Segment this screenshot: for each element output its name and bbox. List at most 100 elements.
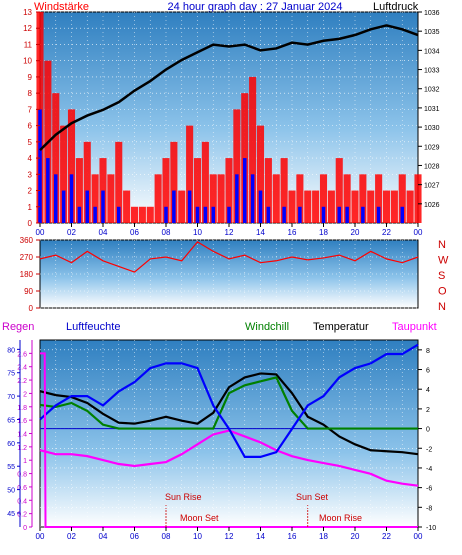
wind-gust-bar [138, 206, 146, 223]
wind-gust-bar [319, 174, 328, 223]
x-axis-tick-label: 10 [193, 532, 202, 541]
x-axis-tick-label: 14 [256, 228, 265, 237]
left-axis-tick-label: 8 [28, 89, 33, 98]
feuchte-axis-tick-label: 60 [7, 441, 15, 448]
wind-gust-bar [60, 125, 68, 223]
x-axis-tick-label: 02 [67, 228, 76, 237]
x-axis-tick-label: 16 [288, 228, 297, 237]
wind-gust-bar [99, 158, 107, 223]
x-axis-tick-label: 20 [351, 228, 360, 237]
x-axis-tick-label: 00 [414, 532, 423, 541]
legend-windchill: Windchill [245, 321, 289, 333]
right-axis-tick-label: 1031 [424, 106, 440, 113]
wind-gust-bar [193, 158, 202, 223]
regen-axis-tick-label: 2.2 [17, 378, 27, 385]
x-axis-tick-label: 20 [351, 532, 360, 541]
feuchte-axis-tick-label: 55 [7, 464, 15, 471]
left-axis-tick-label: 1 [28, 203, 33, 212]
wind-gust-bar [414, 174, 422, 223]
right-axis-tick-label: 1033 [424, 68, 440, 75]
wind-gust-bar [359, 174, 367, 223]
temperature-axis-tick-label: -2 [426, 446, 432, 453]
x-axis-tick-label: 16 [288, 532, 297, 541]
x-axis-tick-label: 00 [36, 228, 45, 237]
regen-axis-tick-label: 2.6 [17, 351, 27, 358]
wind-avg-bar [203, 206, 208, 223]
direction-axis-tick-label: 360 [20, 236, 34, 245]
wind-avg-bar [258, 190, 263, 223]
direction-axis-tick-label: 180 [20, 270, 34, 279]
right-axis-tick-label: 1026 [424, 202, 440, 209]
wind-gust-bar [390, 190, 398, 223]
regen-axis-tick-label: 2 [23, 391, 27, 398]
wind-avg-bar [38, 109, 42, 223]
regen-axis-tick-label: 0 [23, 525, 27, 532]
wind-avg-bar [116, 206, 121, 223]
feuchte-axis-tick-label: 80 [7, 347, 15, 354]
temperature-axis-tick-label: 2 [426, 407, 430, 414]
regen-axis-tick-label: 0.2 [17, 512, 27, 519]
regen-axis-tick-label: 1 [23, 458, 27, 465]
compass-label: S [438, 270, 445, 282]
left-axis-tick-label: 4 [28, 154, 33, 163]
wind-avg-bar [266, 206, 271, 223]
x-axis-tick-label: 10 [193, 228, 202, 237]
series-line-luftfeuchte [39, 343, 419, 458]
wind-gust-bar [288, 190, 296, 223]
wind-avg-bar [53, 174, 58, 223]
regen-axis-tick-label: 1.4 [17, 432, 27, 439]
wind-gust-bar [186, 125, 194, 223]
wind-gust-bar [225, 158, 233, 223]
wind-avg-bar [46, 158, 50, 223]
wind-gust-bar [170, 141, 178, 223]
left-axis-tick-label: 2 [28, 187, 33, 196]
left-axis-tick-label: 5 [28, 138, 33, 147]
legend-luftfeuchte: Luftfeuchte [66, 321, 120, 333]
wind-avg-bar [69, 174, 74, 223]
wind-avg-bar [101, 190, 105, 223]
wind-gust-bar [256, 125, 265, 223]
temperature-axis-tick-label: 6 [426, 368, 430, 375]
wind-gust-bar [296, 174, 304, 223]
wind-gust-bar [406, 190, 414, 223]
x-axis-tick-label: 06 [130, 532, 139, 541]
x-axis-tick-label: 12 [225, 228, 234, 237]
left-axis-tick-label: 9 [28, 73, 33, 82]
left-axis-tick-label: 7 [28, 105, 33, 114]
feuchte-axis-tick-label: 50 [7, 488, 15, 495]
wind-gust-bar [272, 174, 280, 223]
compass-label: W [438, 255, 449, 267]
temperature-axis-tick-label: 8 [426, 348, 430, 355]
annotation-sun-set: Sun Set [296, 492, 329, 502]
wind-gust-bar [123, 190, 131, 223]
wind-gust-bar [335, 158, 343, 223]
temperature-axis-tick-label: -10 [426, 525, 436, 532]
wind-avg-bar [61, 190, 66, 223]
series-line-regen [40, 352, 418, 528]
x-axis-tick-label: 06 [130, 228, 139, 237]
wind-gust-bar [382, 190, 391, 223]
regen-axis-tick-label: 0.8 [17, 472, 27, 479]
axes-layer: 0123456789101112131026102710281029103010… [7, 8, 449, 541]
right-axis-tick-label: 1032 [424, 87, 440, 94]
wind-gust-bar [327, 190, 335, 223]
wind-avg-bar [242, 158, 247, 223]
right-axis-tick-label: 1036 [424, 10, 440, 17]
annotation-moon-rise: Moon Rise [319, 513, 362, 523]
wind-gust-bar [115, 141, 123, 223]
wind-avg-bar [93, 206, 97, 223]
wind-avg-bar [282, 206, 286, 223]
wind-gust-bar [209, 174, 217, 223]
wind-gust-bar [91, 174, 99, 223]
temperature-axis-tick-label: 4 [426, 387, 430, 394]
direction-axis-tick-label: 90 [24, 287, 33, 296]
series-lines-layer [39, 24, 419, 528]
regen-axis-tick-label: 2.4 [17, 365, 27, 372]
wind-avg-bar [164, 206, 168, 223]
x-axis-tick-label: 14 [256, 532, 265, 541]
wind-direction-line [39, 241, 419, 273]
right-axis-tick-label: 1028 [424, 163, 440, 170]
x-axis-tick-label: 00 [414, 228, 423, 237]
